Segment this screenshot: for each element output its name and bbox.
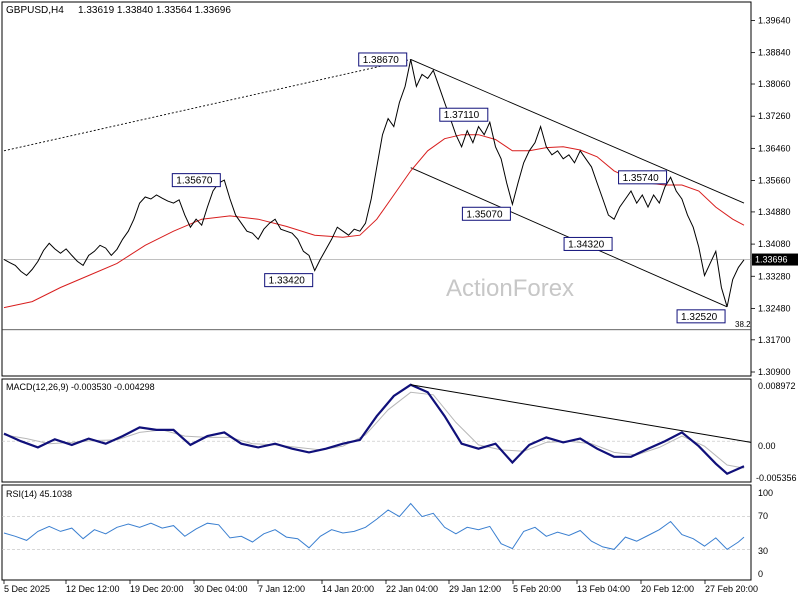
callout-label: 1.34320 [568,239,605,250]
time-tick-label: 14 Jan 20:00 [322,584,374,594]
time-tick-label: 12 Dec 12:00 [66,584,120,594]
callout-label: 1.32520 [681,312,718,323]
callout-label: 1.35670 [176,176,213,187]
time-tick-label: 20 Feb 12:00 [641,584,694,594]
rsi-tick-30: 30 [758,546,768,556]
callout-box [171,173,221,188]
price-tick-label: 1.34880 [758,207,791,217]
price-axis: 1.39640 1.38840 1.38060 1.37260 1.36460 1.356… [751,15,791,377]
callout-label: 1.37110 [444,110,480,121]
price-callout: 1.35070 [461,206,511,221]
price-tick-label: 1.38060 [758,79,791,89]
price-callouts: 1.38670 1.37110 1.35670 1.35070 1.35740 1.343… [171,52,726,324]
trendline [3,59,411,152]
watermark: ActionForex [446,275,574,302]
time-tick-label: 29 Jan 12:00 [449,584,501,594]
price-callout: 1.34320 [563,236,613,251]
price-tick-label: 1.39640 [758,15,791,25]
macd-tick-zero: 0.00 [758,441,776,451]
price-callout: 1.32520 [676,309,726,324]
ohlc-readout: 1.33619 1.33840 1.33564 1.33696 [78,5,231,16]
current-price-badge: 1.33696 [752,253,798,266]
price-tick-label: 1.36460 [758,143,791,153]
rsi-tick-100: 100 [758,488,773,498]
rsi-tick-0: 0 [758,569,763,579]
trendline [410,59,745,204]
price-tick-label: 1.30900 [758,367,791,377]
price-tick-label: 1.38840 [758,48,791,58]
price-callout: 1.35740 [618,170,668,185]
time-tick-label: 19 Dec 20:00 [130,584,184,594]
rsi-title: RSI(14) 45.1038 [6,489,72,499]
time-tick-label: 27 Feb 20:00 [705,584,758,594]
callout-label: 1.35740 [623,173,660,184]
price-tick-label: 1.34080 [758,239,791,249]
price-line [3,59,745,307]
time-tick-label: 13 Feb 04:00 [577,584,630,594]
callout-box [264,273,314,288]
time-tick-label: 7 Jan 12:00 [258,584,305,594]
macd-tick-bottom: -0.005356 [756,473,797,483]
macd-signal-line [3,391,745,469]
macd-title: MACD(12,26,9) -0.003530 -0.004298 [6,382,155,392]
callout-label: 1.33420 [269,276,306,287]
price-tick-label: 1.32480 [758,303,791,313]
callout-box [563,236,613,251]
macd-trendline [410,384,752,443]
callout-box [461,206,511,221]
callout-box [676,309,726,324]
callout-box [358,52,408,67]
price-tick-label: 1.35660 [758,176,791,186]
price-tick-label: 1.33280 [758,271,791,281]
fib-label: 38.2 [735,320,751,329]
price-callout: 1.35670 [171,173,221,188]
time-tick-label: 30 Dec 04:00 [194,584,248,594]
symbol-title: GBPUSD,H4 [6,5,64,16]
chart-frame [1,1,752,581]
rsi-axis: 100 70 30 0 [758,488,773,579]
price-callout: 1.38670 [358,52,408,67]
rsi-line [3,502,745,551]
price-callout: 1.33420 [264,273,314,288]
callout-box [439,107,489,122]
price-tick-label: 1.37260 [758,111,791,121]
macd-line [3,383,745,475]
time-axis: 5 Dec 2025 12 Dec 12:00 19 Dec 20:00 30 Dec… [3,580,758,594]
time-tick-label: 22 Jan 04:00 [386,584,438,594]
time-tick-label: 5 Feb 20:00 [513,584,561,594]
current-price-label: 1.33696 [755,255,788,265]
callout-box [618,170,668,185]
callout-label: 1.35070 [466,209,503,220]
callout-label: 1.38670 [363,55,400,66]
macd-axis: 0.008972 0.00 -0.005356 [756,381,797,483]
moving-average-line [3,134,745,309]
rsi-tick-70: 70 [758,511,768,521]
time-tick-label: 5 Dec 2025 [4,584,50,594]
fib-level: 38.2 [2,320,751,331]
price-callout: 1.37110 [439,107,489,122]
price-tick-label: 1.31700 [758,335,791,345]
macd-tick-top: 0.008972 [758,381,796,391]
